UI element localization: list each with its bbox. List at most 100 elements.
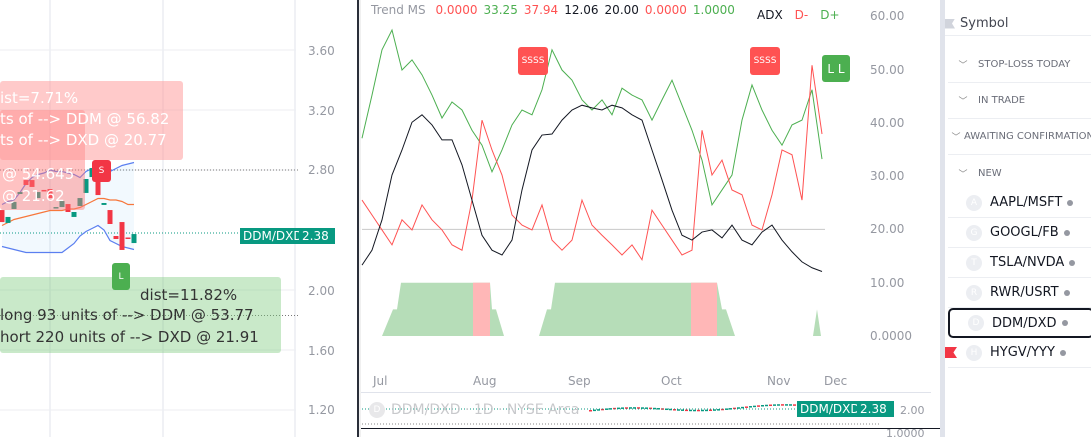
legend-value: 20.00 — [604, 3, 639, 17]
mini-candle — [741, 406, 744, 409]
indicator-legend[interactable]: Trend MS 0.0000 33.25 37.94 12.06 20.00 0.000… — [371, 3, 747, 17]
long-annotation: dist=11.82% long 93 units of --> DDM @ 5… — [0, 277, 281, 353]
main-price-chart[interactable]: 3.60 3.20 2.80 2.00 1.60 1.20 @ 54.645 @… — [0, 0, 357, 437]
section-stop-loss-today[interactable]: ﹀ STOP-LOSS TODAY — [948, 47, 1091, 83]
chevron-down-icon: ﹀ — [958, 97, 968, 107]
series-dplus-line — [361, 28, 823, 207]
mini-candle — [697, 409, 700, 412]
symbol-logo: A — [966, 194, 982, 211]
status-dot-icon — [1069, 259, 1076, 266]
y-tick: 30.00 — [870, 169, 905, 184]
mini-candle — [693, 409, 696, 412]
x-tick: Jul — [373, 374, 388, 388]
mini-candle — [665, 408, 668, 411]
section-in-trade[interactable]: ﹀ IN TRADE — [948, 83, 1091, 119]
mini-candle — [597, 409, 600, 411]
indicator-chart[interactable]: Trend MS 0.0000 33.25 37.94 12.06 20.00 0.000… — [359, 0, 940, 437]
short-annotation: ist=7.71% ts of --> DDM @ 56.82 ts of --… — [0, 81, 183, 160]
candle — [35, 192, 41, 199]
watchlist-item[interactable]: D DDM/DXD — [948, 308, 1091, 338]
watchlist-item[interactable]: R RWR/USRT — [948, 278, 1091, 308]
y-tick: 40.00 — [870, 115, 905, 130]
short-signal-marker[interactable]: S — [92, 160, 111, 182]
symbol-name: DDM/DXD — [992, 315, 1057, 331]
pane-divider[interactable] — [357, 0, 359, 437]
y-tick: 1.20 — [308, 403, 335, 417]
mini-candle — [621, 407, 624, 409]
flag-icon[interactable] — [945, 347, 957, 358]
annotation-line: ts of --> DDM @ 56.82 — [0, 110, 170, 128]
candle — [125, 237, 131, 239]
section-awaiting-confirmation[interactable]: ﹀ AWAITING CONFIRMATION — [948, 119, 1091, 155]
mini-candle — [721, 408, 724, 411]
symbol-watermark: DDM/DXD · 1D · NYSE Arca — [391, 402, 580, 418]
mini-candle — [701, 409, 704, 412]
symbol-name: RWR/USRT — [990, 285, 1059, 300]
watchlist-header[interactable]: Symbol — [945, 12, 1091, 36]
watchlist-item[interactable]: T TSLA/NVDA — [948, 248, 1091, 278]
mini-candle — [725, 408, 728, 410]
symbol-name: AAPL/MSFT — [990, 195, 1063, 210]
mini-candle — [769, 404, 772, 407]
symbol-logo: T — [966, 254, 982, 271]
long-signal-marker[interactable]: L — [112, 263, 130, 290]
annotation-line: dist=11.82% — [140, 286, 238, 304]
candlestick-plot — [0, 0, 300, 437]
candle — [47, 189, 53, 199]
x-tick: Oct — [661, 374, 682, 388]
mini-candle — [753, 405, 756, 408]
mini-candle — [673, 409, 676, 411]
candle — [23, 180, 29, 185]
mini-candle — [669, 408, 672, 411]
mini-candle — [641, 407, 644, 409]
series-dminus-line — [361, 65, 823, 262]
symbol-logo: R — [966, 284, 982, 301]
mini-candle — [789, 404, 792, 406]
mini-candle — [625, 407, 628, 409]
sell-signal-marker[interactable]: SSSS — [750, 47, 780, 75]
section-new[interactable]: ﹀ NEW — [948, 155, 1091, 191]
y-tick: 0.0000 — [870, 329, 912, 343]
status-dot-icon — [1063, 229, 1070, 236]
pane-edge — [359, 0, 361, 437]
mini-candle — [593, 409, 596, 412]
candle — [59, 201, 65, 208]
legend-value: 0.0000 — [435, 3, 478, 17]
sell-signal-marker[interactable]: SSSS — [518, 47, 548, 75]
series-legend: ADX D- D+ — [757, 8, 852, 22]
mini-candle — [793, 404, 796, 406]
mini-candle — [773, 404, 776, 406]
flag-icon — [945, 18, 955, 29]
candle — [113, 236, 119, 239]
candle — [107, 210, 113, 224]
status-dot-icon — [1061, 320, 1068, 326]
candle — [29, 180, 35, 187]
legend-value: 33.25 — [483, 3, 518, 17]
candle — [77, 198, 83, 206]
status-dot-icon — [1067, 199, 1074, 206]
mini-candle — [629, 407, 632, 409]
y-tick: 2.00 — [308, 284, 335, 298]
last-price-label: 2.38 — [857, 401, 894, 417]
watchlist-item[interactable]: G GOOGL/FB — [948, 218, 1091, 248]
long-signal-marker[interactable]: L L — [822, 55, 850, 82]
bb-upper-line — [1, 161, 135, 206]
y-tick: 3.20 — [308, 104, 335, 118]
watchlist-item[interactable]: H HYGV/YYY — [945, 338, 1091, 368]
x-tick: Nov — [767, 374, 791, 388]
mini-candle — [729, 408, 732, 410]
chevron-down-icon: ﹀ — [951, 133, 961, 143]
mini-candle — [765, 404, 768, 407]
mini-candle — [757, 405, 760, 407]
symbol-price-label: DDM/DXD — [240, 228, 306, 244]
x-tick: Aug — [473, 374, 497, 388]
symbol-name: TSLA/NVDA — [990, 255, 1065, 270]
trend-area-bearish — [473, 282, 490, 336]
candle — [101, 203, 107, 205]
y-tick: 1.60 — [308, 344, 335, 358]
mini-candle — [733, 407, 736, 410]
candle — [53, 207, 59, 209]
mini-candle — [605, 408, 608, 410]
watchlist-item[interactable]: A AAPL/MSFT — [948, 188, 1091, 218]
legend-value: 12.06 — [564, 3, 599, 17]
